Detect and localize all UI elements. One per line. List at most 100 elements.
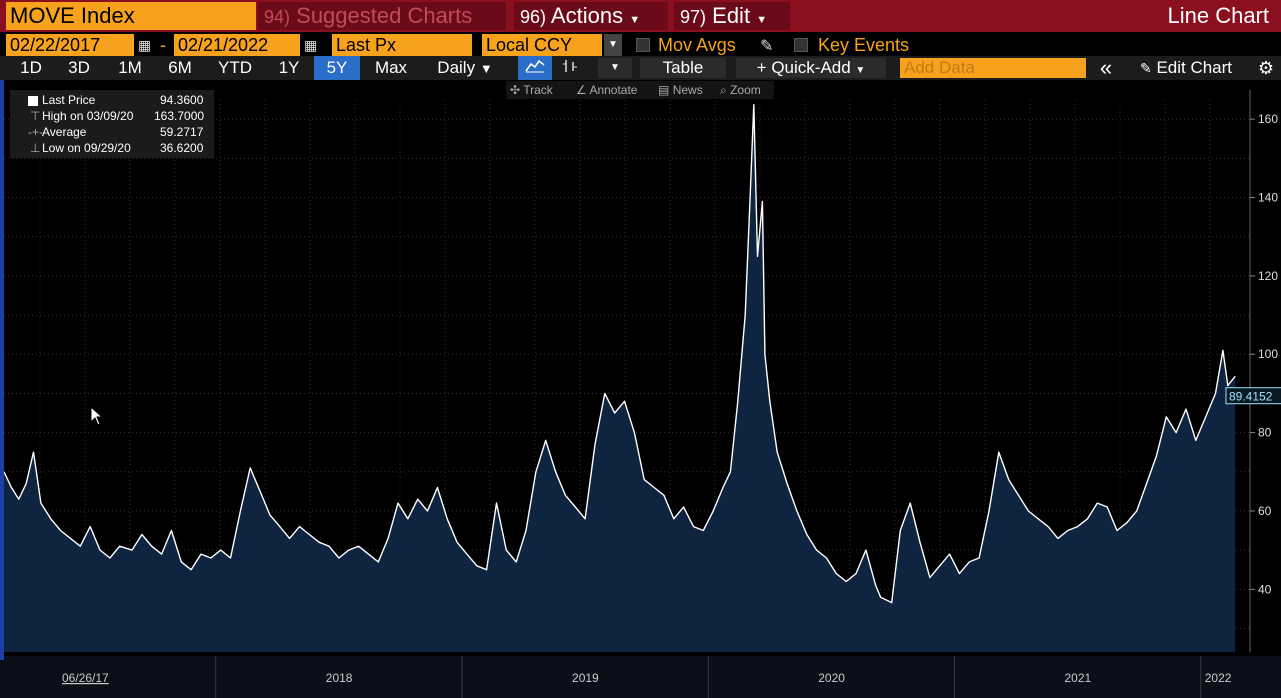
quick-add-button[interactable]: + Quick-Add ▼ (736, 58, 886, 78)
range-1y-button[interactable]: 1Y (278, 58, 300, 77)
suggested-charts-number: 94) (264, 7, 291, 27)
track-label: Track (523, 83, 553, 97)
high-marker-icon: ⊤ (30, 109, 41, 123)
quick-add-caret-icon: ▼ (855, 65, 866, 76)
annotate-tool[interactable]: ∠ Annotate (576, 81, 637, 99)
zoom-icon: ⌕ (720, 83, 727, 97)
bar-chart-icon[interactable] (556, 56, 584, 80)
edit-menu-button[interactable]: 97) Edit ▼ (674, 2, 790, 30)
collapse-icon[interactable]: « (1099, 55, 1113, 80)
actions-label: Actions (550, 3, 624, 28)
edit-chart-pencil-icon: ✎ (1139, 60, 1152, 76)
track-icon: ✣ (510, 83, 521, 97)
end-date-field[interactable]: 02/21/2022 (174, 34, 300, 56)
chart-style-caret-icon: ▼ (610, 62, 620, 73)
y-tick-label: 140 (1258, 191, 1278, 205)
x-tick-label: 06/26/17 (62, 671, 109, 685)
low-marker-icon: ⊥ (30, 141, 41, 155)
chart-style-dropdown[interactable]: ▼ (598, 58, 632, 78)
average-marker-icon: -+- (28, 125, 43, 139)
edit-caret-icon: ▼ (756, 14, 768, 26)
range-3d-button[interactable]: 3D (68, 58, 90, 77)
edit-number: 97) (680, 7, 707, 27)
frequency-caret-icon: ▼ (479, 61, 493, 76)
mouse-cursor-icon (90, 406, 104, 426)
actions-number: 96) (520, 7, 547, 27)
y-tick-label: 160 (1258, 112, 1278, 126)
last-price-swatch-icon (28, 96, 38, 106)
legend-value-average: 59.2717 (160, 125, 204, 139)
legend-value-high: 163.7000 (154, 109, 205, 123)
range-5y-button[interactable]: 5Y (314, 56, 360, 80)
suggested-charts-label: Suggested Charts (296, 3, 473, 28)
suggested-charts-button[interactable]: 94) Suggested Charts (258, 2, 506, 30)
x-axis-band (0, 656, 1281, 698)
range-ytd-button[interactable]: YTD (218, 58, 252, 77)
last-value-box (1225, 387, 1281, 405)
last-value-marker: 89.4152 (1225, 387, 1281, 405)
mov-avgs-label: Mov Avgs (658, 35, 736, 55)
mov-avgs-checkbox[interactable] (636, 38, 650, 52)
axis-tick-labels: 40 60 80 100 120 140 160 06/26/17 2018 2019 2020 20… (0, 112, 1281, 698)
chart-left-edge (0, 80, 4, 660)
date-range-dash: - (160, 35, 166, 55)
legend-value-last-price: 94.3600 (160, 93, 204, 107)
start-calendar-icon[interactable]: ▦ (138, 37, 152, 53)
price-line (3, 103, 1236, 604)
y-tick-label: 80 (1258, 426, 1272, 440)
range-1m-button[interactable]: 1M (118, 58, 142, 77)
x-tick-label: 2019 (572, 671, 599, 685)
legend-label-average: Average (42, 125, 87, 139)
security-ticker-field[interactable]: MOVE Index (6, 2, 256, 30)
x-tick-label: 2022 (1205, 671, 1232, 685)
actions-caret-icon: ▼ (629, 14, 641, 26)
x-tick-label: 2018 (326, 671, 353, 685)
range-6m-button[interactable]: 6M (168, 58, 192, 77)
frequency-label: Daily (437, 58, 476, 77)
edit-chart-button: ✎ Edit Chart (1124, 56, 1248, 80)
news-icon: ▤ (658, 83, 670, 97)
x-tick-label: 2020 (818, 671, 845, 685)
zoom-label: Zoom (730, 83, 761, 97)
annotate-icon: ∠ (576, 83, 587, 97)
edit-chart-label[interactable]: Edit Chart (1156, 58, 1233, 77)
last-value-label: 89.4152 (1229, 390, 1273, 404)
annotate-label: Annotate (589, 83, 638, 97)
line-chart-icon[interactable] (518, 56, 552, 80)
end-calendar-icon[interactable]: ▦ (304, 37, 318, 53)
legend-label-low: Low on 09/29/20 (42, 141, 131, 155)
start-date-field[interactable]: 02/22/2017 (6, 34, 134, 56)
chart-legend: Last Price 94.3600 ⊤ High on 03/09/20 16… (10, 90, 214, 158)
currency-select[interactable]: Local CCY (482, 34, 602, 56)
add-data-input[interactable]: Add Data (900, 58, 1086, 78)
y-tick-label: 40 (1258, 582, 1272, 596)
news-tool[interactable]: ▤ News (658, 81, 703, 99)
currency-dropdown-icon[interactable]: ▼ (604, 34, 622, 56)
price-field-select[interactable]: Last Px (332, 34, 472, 56)
quick-add-label: + Quick-Add (756, 58, 851, 77)
x-tick-label: 2021 (1065, 671, 1092, 685)
y-tick-label: 100 (1258, 347, 1278, 361)
edit-label: Edit (712, 3, 751, 28)
range-max-button[interactable]: Max (374, 58, 408, 77)
frequency-dropdown[interactable]: Daily ▼ (424, 56, 506, 80)
chart-type-title: Line Chart (1167, 3, 1269, 28)
legend-label-high: High on 03/09/20 (42, 109, 134, 123)
y-tick-label: 120 (1258, 269, 1278, 283)
chart-tools-bar (506, 81, 774, 99)
legend-label-last-price: Last Price (42, 93, 96, 107)
legend-value-low: 36.6200 (160, 141, 204, 155)
price-area-fill (4, 104, 1236, 652)
zoom-tool[interactable]: ⌕ Zoom (720, 81, 761, 99)
y-tick-label: 60 (1258, 504, 1272, 518)
range-1d-button[interactable]: 1D (20, 58, 42, 77)
key-events-checkbox[interactable] (794, 38, 808, 52)
table-button[interactable]: Table (640, 58, 726, 78)
news-label: News (672, 83, 703, 97)
settings-gear-icon[interactable]: ⚙ (1257, 58, 1275, 78)
key-events-label: Key Events (818, 35, 910, 55)
pencil-icon[interactable]: ✎ (760, 38, 774, 55)
track-tool[interactable]: ✣ Track (510, 81, 553, 99)
actions-menu-button[interactable]: 96) Actions ▼ (514, 2, 668, 30)
